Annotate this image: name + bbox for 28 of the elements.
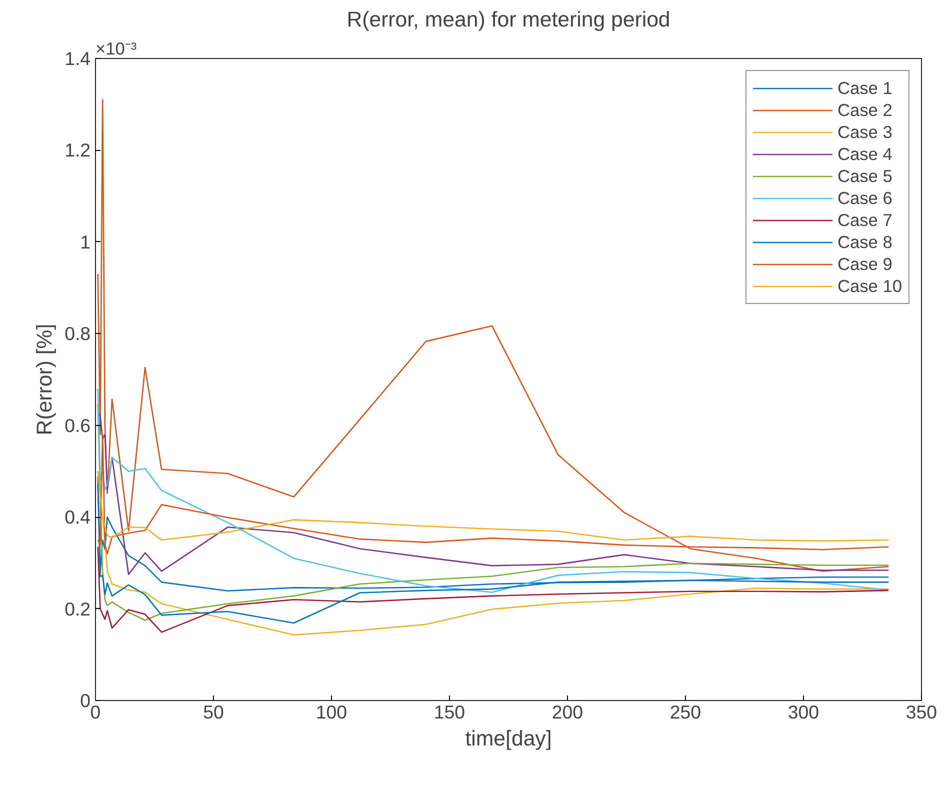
legend-label: Case 2 xyxy=(837,99,892,121)
x-tick-label: 150 xyxy=(434,702,466,722)
legend-label: Case 7 xyxy=(837,209,892,231)
y-tick-label: 0.2 xyxy=(64,598,91,620)
legend-label: Case 6 xyxy=(837,187,892,209)
legend-label: Case 9 xyxy=(837,253,892,275)
x-tick-label: 100 xyxy=(316,702,348,722)
x-tick-label: 250 xyxy=(670,702,702,722)
y-tick-label: 0.8 xyxy=(64,323,91,344)
legend-label: Case 10 xyxy=(837,275,902,297)
legend-label: Case 5 xyxy=(837,165,892,187)
x-axis-title: time[day] xyxy=(465,726,552,750)
legend-label: Case 8 xyxy=(837,231,892,253)
x-tick-label: 200 xyxy=(552,702,584,722)
x-tick-label: 300 xyxy=(788,702,820,722)
y-tick-label: 0.6 xyxy=(64,414,91,436)
x-tick-label: 350 xyxy=(906,702,938,722)
legend-label: Case 4 xyxy=(837,143,892,165)
legend-label: Case 3 xyxy=(837,121,892,143)
y-tick-label: 1.2 xyxy=(64,140,91,161)
x-tick-label: 50 xyxy=(203,702,224,722)
chart-title: R(error, mean) for metering period xyxy=(346,8,670,32)
y-tick-label: 1 xyxy=(80,231,91,252)
y-tick-label: 1.4 xyxy=(64,48,91,69)
y-axis-title: R(error) [%] xyxy=(32,324,57,436)
text: ×10⁻³ xyxy=(96,38,137,58)
y-tick-label: 0.4 xyxy=(64,506,91,528)
legend-label: Case 1 xyxy=(837,77,892,99)
